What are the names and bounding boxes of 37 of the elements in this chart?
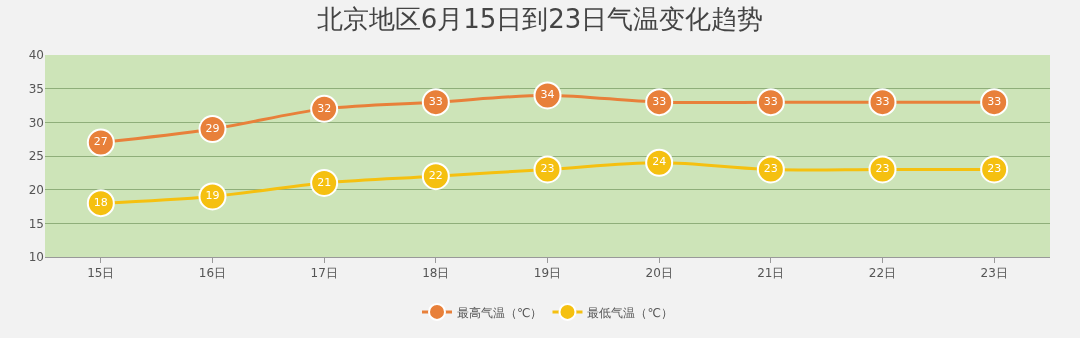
y-tick-label: 25 <box>28 149 44 164</box>
x-tick-label: 19日 <box>533 266 562 281</box>
data-label: 23 <box>875 162 890 176</box>
legend-label: 最高气温（℃） <box>457 305 543 320</box>
data-label: 23 <box>540 162 555 176</box>
x-tick-label: 20日 <box>645 266 673 281</box>
data-label: 34 <box>540 88 555 102</box>
y-tick-label: 10 <box>28 250 44 265</box>
data-label: 27 <box>93 135 108 149</box>
data-label: 29 <box>205 121 220 135</box>
legend-label: 最低气温（℃） <box>587 305 673 320</box>
data-label: 23 <box>987 162 1002 176</box>
data-label: 18 <box>93 195 108 209</box>
data-label: 24 <box>652 155 667 169</box>
x-tick-label: 17日 <box>310 266 338 281</box>
data-label: 33 <box>987 94 1002 108</box>
x-tick-label: 21日 <box>757 266 785 281</box>
x-tick-label: 15日 <box>87 266 115 281</box>
data-label: 23 <box>763 162 778 176</box>
x-tick-label: 23日 <box>980 266 1008 281</box>
y-tick-label: 30 <box>28 115 44 130</box>
data-label: 32 <box>317 101 332 115</box>
data-label: 33 <box>428 94 443 108</box>
x-tick-label: 22日 <box>868 266 897 281</box>
x-tick-label: 16日 <box>198 266 227 281</box>
y-tick-label: 40 <box>28 48 44 63</box>
y-tick-label: 20 <box>28 182 44 197</box>
data-label: 33 <box>652 94 667 108</box>
y-tick-label: 15 <box>28 216 44 231</box>
data-label: 21 <box>317 175 332 189</box>
data-label: 19 <box>205 189 220 203</box>
data-label: 33 <box>763 94 778 108</box>
chart-title: 北京地区6月15日到23日气温变化趋势 <box>316 4 764 35</box>
data-label: 22 <box>428 168 443 182</box>
x-tick-label: 18日 <box>422 266 450 281</box>
y-tick-label: 35 <box>28 81 44 96</box>
data-label: 33 <box>875 94 890 108</box>
